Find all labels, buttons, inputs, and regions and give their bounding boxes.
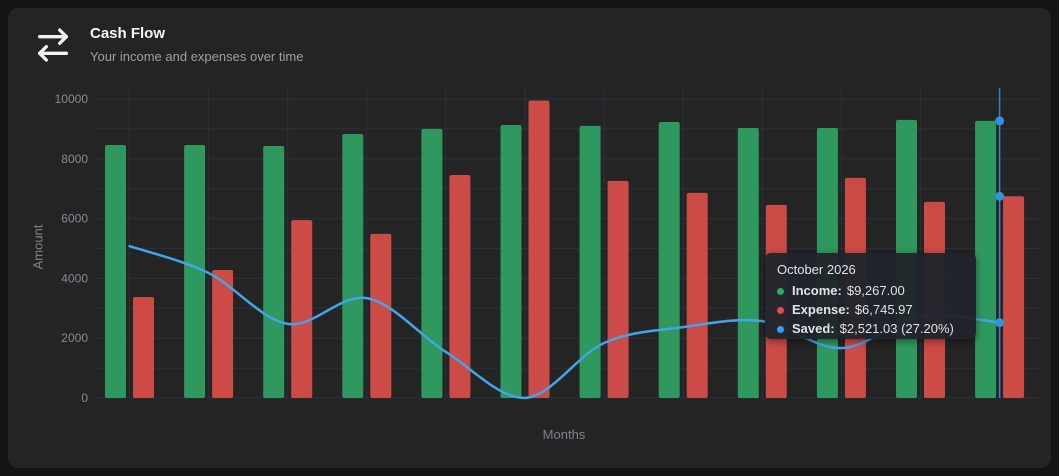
expense-bar[interactable] bbox=[528, 100, 550, 399]
hover-point bbox=[995, 116, 1005, 126]
expense-bar[interactable] bbox=[212, 270, 234, 398]
tooltip-expense-row: Expense: $6,745.97 bbox=[777, 302, 964, 318]
expense-bar[interactable] bbox=[1003, 196, 1025, 398]
hover-point bbox=[995, 318, 1005, 328]
hover-point bbox=[995, 191, 1005, 201]
card-header: Cash Flow Your income and expenses over … bbox=[33, 24, 303, 65]
tooltip-income-row: Income: $9,267.00 bbox=[777, 283, 964, 299]
arrow-right-left-icon bbox=[38, 28, 69, 62]
expense-dot-icon bbox=[777, 306, 784, 314]
page-subtitle: Your income and expenses over time bbox=[90, 49, 304, 64]
income-bar[interactable] bbox=[105, 145, 126, 398]
income-bar[interactable] bbox=[500, 125, 522, 398]
expense-bar[interactable] bbox=[686, 192, 708, 398]
saved-dot-icon bbox=[777, 325, 784, 333]
income-bar[interactable] bbox=[263, 145, 285, 398]
y-tick-label: 8000 bbox=[61, 152, 88, 166]
expense-bar[interactable] bbox=[449, 174, 471, 398]
income-bar[interactable] bbox=[579, 125, 601, 398]
tooltip-expense-value: $6,745.97 bbox=[854, 302, 913, 317]
expense-bar[interactable] bbox=[607, 180, 629, 398]
income-bar[interactable] bbox=[737, 128, 759, 399]
expense-bar[interactable] bbox=[133, 296, 154, 398]
expense-bar[interactable] bbox=[370, 233, 392, 398]
tooltip-saved-value: $2,521.03 (27.20%) bbox=[839, 321, 954, 336]
y-tick-label: 2000 bbox=[61, 331, 88, 345]
expense-bar[interactable] bbox=[291, 220, 313, 398]
page-title: Cash Flow bbox=[90, 25, 166, 42]
tooltip-expense-label: Expense: bbox=[792, 302, 850, 317]
income-bar[interactable] bbox=[975, 120, 997, 399]
income-bar[interactable] bbox=[184, 145, 206, 398]
saved-line[interactable] bbox=[128, 244, 1001, 400]
y-tick-label: 4000 bbox=[61, 271, 88, 285]
income-dot-icon bbox=[777, 287, 784, 295]
tooltip-saved-row: Saved: $2,521.03 (27.20%) bbox=[777, 321, 964, 337]
income-bar[interactable] bbox=[658, 122, 680, 398]
tooltip-income-value: $9,267.00 bbox=[846, 283, 905, 298]
income-bar[interactable] bbox=[342, 133, 364, 398]
y-tick-label: 6000 bbox=[61, 212, 88, 226]
tooltip-month: October 2026 bbox=[777, 262, 856, 277]
income-bar[interactable] bbox=[421, 128, 443, 398]
chart-tooltip: October 2026 Income: $9,267.00 Expense: … bbox=[765, 253, 976, 339]
tooltip-income-label: Income: bbox=[792, 283, 842, 298]
x-axis-label: Months bbox=[542, 427, 586, 442]
y-tick-label: 10000 bbox=[55, 92, 89, 106]
tooltip-saved-label: Saved: bbox=[792, 321, 835, 336]
y-tick-label: 0 bbox=[81, 391, 88, 405]
y-axis-label: Amount bbox=[30, 224, 46, 270]
